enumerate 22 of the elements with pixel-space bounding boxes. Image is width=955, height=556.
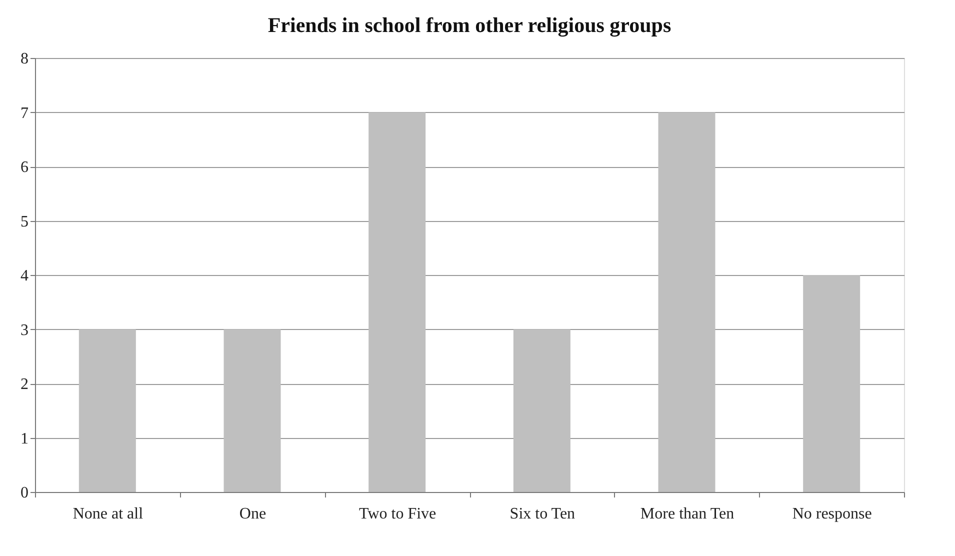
y-tick-label: 5 [20,213,28,230]
x-tick-label: Two to Five [359,506,436,522]
bar [803,275,860,492]
bar [658,112,716,492]
bar [224,329,281,492]
y-tick-label: 7 [20,104,28,122]
x-tick-label: Six to Ten [510,506,576,522]
bar [513,329,570,492]
bar [78,329,136,492]
y-tick-label: 3 [20,322,28,339]
chart-title: Friends in school from other religious groups [268,13,672,37]
y-tick-label: 6 [20,159,28,176]
x-tick-label: No response [792,506,872,522]
y-tick-label: 2 [20,376,28,393]
x-tick-label: One [239,506,266,522]
y-tick-label: 8 [20,50,28,68]
x-tick-label: None at all [72,506,144,522]
x-tick-label: More than Ten [640,506,734,522]
y-tick-label: 4 [20,268,28,284]
bar [368,112,426,492]
y-tick-label: 1 [20,430,28,448]
y-tick-label: 0 [20,484,28,502]
